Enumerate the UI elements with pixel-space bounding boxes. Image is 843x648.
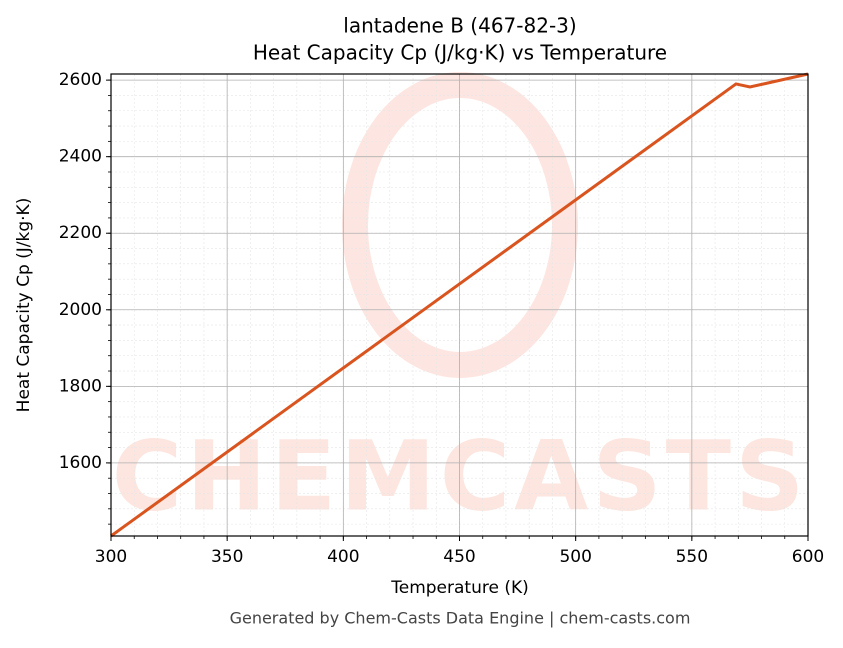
x-tick-label: 350 xyxy=(211,547,243,567)
x-tick-label: 400 xyxy=(327,547,359,567)
y-tick-label: 2200 xyxy=(59,223,102,243)
watermark-ring xyxy=(342,72,578,378)
y-tick-label: 2400 xyxy=(59,147,102,167)
y-tick-label: 2600 xyxy=(59,70,102,90)
footer: Generated by Chem-Casts Data Engine | ch… xyxy=(230,609,691,628)
x-tick-label: 300 xyxy=(95,547,127,567)
y-tick-label: 1600 xyxy=(59,453,102,473)
y-axis-label: Heat Capacity Cp (J/kg·K) xyxy=(14,198,34,413)
y-tick-label: 2000 xyxy=(59,300,102,320)
x-axis-label: Temperature (K) xyxy=(390,578,529,598)
x-tick-label: 600 xyxy=(792,547,824,567)
plot-frame xyxy=(110,73,809,537)
x-tick-label: 450 xyxy=(443,547,475,567)
watermark-text: CHEMCASTS xyxy=(112,420,808,532)
data-line xyxy=(110,72,809,538)
y-tick-label: 1800 xyxy=(59,376,102,396)
x-tick-label: 500 xyxy=(559,547,591,567)
chart-subtitle: Heat Capacity Cp (J/kg·K) vs Temperature xyxy=(253,41,667,65)
watermark-logo xyxy=(342,72,578,378)
x-tick-label: 550 xyxy=(676,547,708,567)
chart-title: lantadene B (467-82-3) xyxy=(343,14,576,38)
